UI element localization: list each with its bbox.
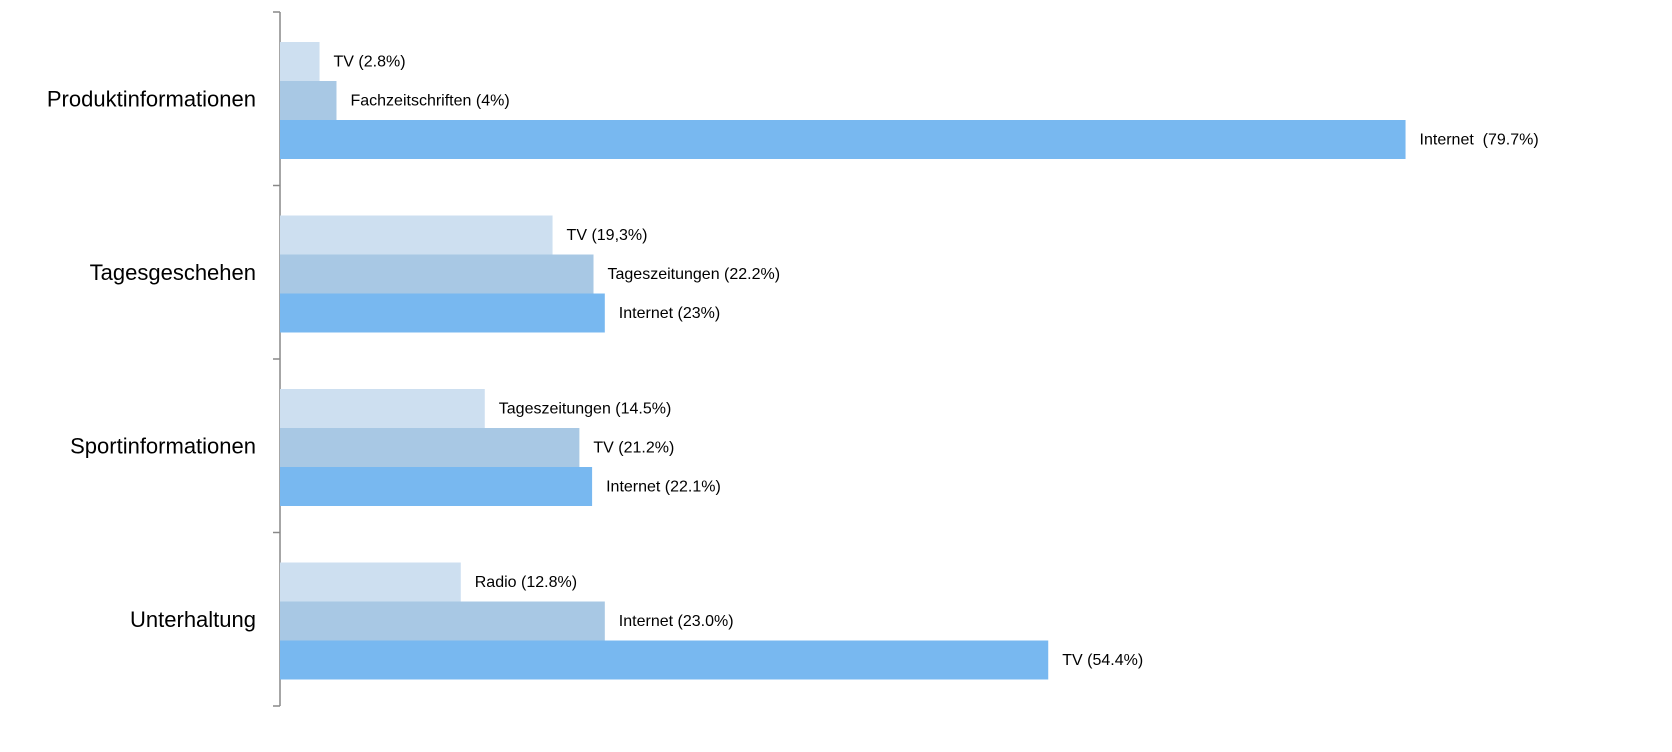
bar xyxy=(280,42,320,81)
value-label: TV (21.2%) xyxy=(593,440,674,457)
bar xyxy=(280,562,461,602)
category-label: Sportinformationen xyxy=(70,434,256,459)
value-label: Tageszeitungen (22.2%) xyxy=(608,266,781,283)
value-label: Internet (22.1%) xyxy=(606,479,721,496)
category-label: Tagesgeschehen xyxy=(90,260,256,285)
value-label: Tageszeitungen (14.5%) xyxy=(499,401,672,418)
value-label: Internet (79.7%) xyxy=(1420,132,1539,149)
value-label: Fachzeitschriften (4%) xyxy=(350,93,509,110)
category-label: Produktinformationen xyxy=(47,87,256,112)
bar xyxy=(280,254,594,294)
bar xyxy=(280,467,593,506)
bar xyxy=(280,215,553,255)
value-label: Radio (12.8%) xyxy=(475,574,577,591)
bar xyxy=(280,389,485,428)
bar xyxy=(280,81,337,120)
bar xyxy=(280,640,1049,680)
bar xyxy=(280,293,605,333)
bar xyxy=(280,601,605,641)
value-label: TV (54.4%) xyxy=(1062,652,1143,669)
value-label: Internet (23.0%) xyxy=(619,613,734,630)
value-label: TV (19,3%) xyxy=(567,227,648,244)
value-label: TV (2.8%) xyxy=(334,54,406,71)
bar xyxy=(280,120,1406,159)
bar xyxy=(280,428,580,467)
value-label: Internet (23%) xyxy=(619,305,720,322)
category-label: Unterhaltung xyxy=(130,607,256,632)
